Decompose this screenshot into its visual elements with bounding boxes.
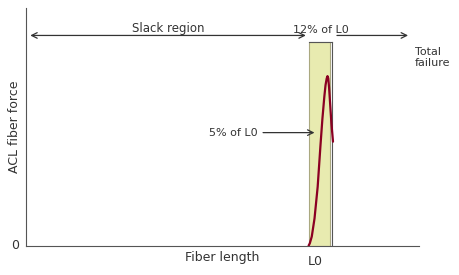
Bar [308, 42, 330, 246]
Text: Slack region: Slack region [132, 22, 204, 35]
Text: Total
failure: Total failure [415, 47, 450, 68]
Text: 12% of L0: 12% of L0 [292, 26, 348, 35]
X-axis label: Fiber length: Fiber length [185, 251, 259, 264]
Text: 5% of L0: 5% of L0 [209, 128, 313, 138]
Text: L0: L0 [308, 255, 323, 268]
Y-axis label: ACL fiber force: ACL fiber force [8, 81, 21, 173]
Text: 0: 0 [11, 239, 20, 252]
